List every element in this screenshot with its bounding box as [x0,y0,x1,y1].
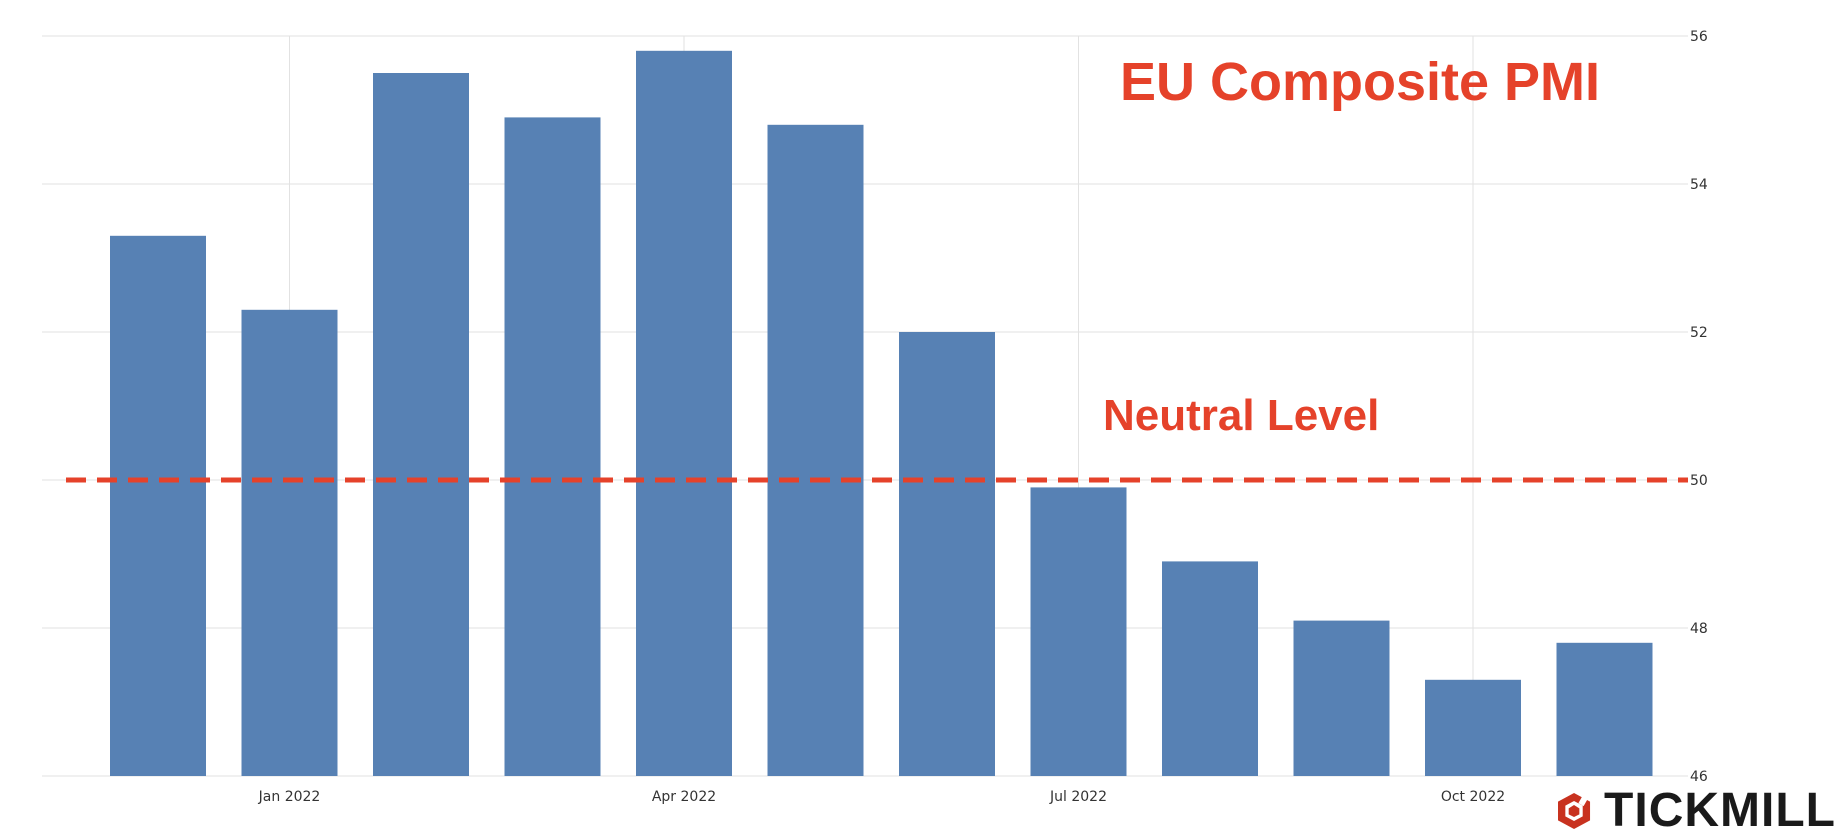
bar-1 [241,309,338,776]
y-tick-label-50: 50 [1690,473,1708,489]
x-tick-label: Jan 2022 [258,789,321,805]
x-tick-label: Jul 2022 [1049,789,1107,805]
bar-11 [1556,642,1653,776]
bar-2 [373,73,469,776]
x-axis-ticks: Jan 2022 Apr 2022 Jul 2022 Oct 2022 [258,789,1505,805]
y-tick-label-54: 54 [1690,177,1708,193]
y-tick-label-56: 56 [1690,29,1708,45]
bar-10 [1425,679,1521,776]
bar-6 [899,332,995,776]
bar-8 [1162,561,1258,776]
neutral-level-label: Neutral Level [1103,391,1379,440]
x-tick-label: Apr 2022 [652,789,716,805]
chart-title: EU Composite PMI [1120,52,1600,112]
brand-logo: TICKMILL [1556,782,1836,840]
bar-7 [1030,487,1127,776]
y-tick-label-48: 48 [1690,621,1708,637]
x-tick-label: Oct 2022 [1441,789,1505,805]
y-tick-label-46: 46 [1690,769,1708,785]
bar-9 [1293,620,1390,776]
y-tick-label-52: 52 [1690,325,1708,341]
brand-name: TICKMILL [1604,784,1836,837]
bars-group [110,50,1653,777]
y-axis-ticks: 46 48 50 52 54 56 [1690,29,1708,785]
bar-4 [636,50,732,777]
bar-0 [110,235,206,777]
tickmill-hexagon-logo-icon [1558,792,1591,830]
bar-3 [504,117,601,776]
bar-5 [767,124,864,777]
